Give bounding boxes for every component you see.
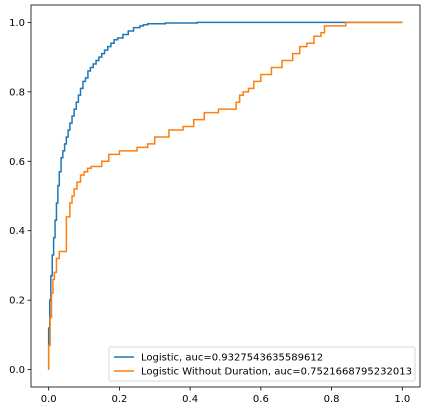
x-tick-label: 1.0 <box>394 394 410 405</box>
legend: Logistic, auc=0.9327543635589612 Logistic… <box>108 346 416 382</box>
y-tick-label: 0.0 <box>9 365 25 376</box>
x-tick-label: 0.6 <box>253 394 269 405</box>
legend-label-1: Logistic, auc=0.9327543635589612 <box>141 353 323 364</box>
plot-layer <box>47 21 403 370</box>
x-tick-label: 0.8 <box>324 394 340 405</box>
y-tick-label: 0.2 <box>9 296 25 307</box>
y-tick-label: 1.0 <box>9 18 25 29</box>
legend-label-2: Logistic Without Duration, auc=0.7521668… <box>141 367 412 378</box>
y-tick-label: 0.6 <box>9 157 25 168</box>
axes-layer: 0.0 0.2 0.4 0.6 0.8 1.0 0.0 0.2 0.4 0.6 0.8 1.0 <box>9 4 421 405</box>
axes-frame <box>30 4 421 388</box>
legend-box <box>108 346 416 382</box>
y-tick-label: 0.8 <box>9 87 25 98</box>
series-line-1 <box>47 21 403 370</box>
x-tick-label: 0.4 <box>182 394 198 405</box>
x-tick-label: 0.0 <box>41 394 57 405</box>
series-line-2 <box>47 21 403 370</box>
x-tick-label: 0.2 <box>111 394 127 405</box>
y-tick-label: 0.4 <box>9 226 25 237</box>
